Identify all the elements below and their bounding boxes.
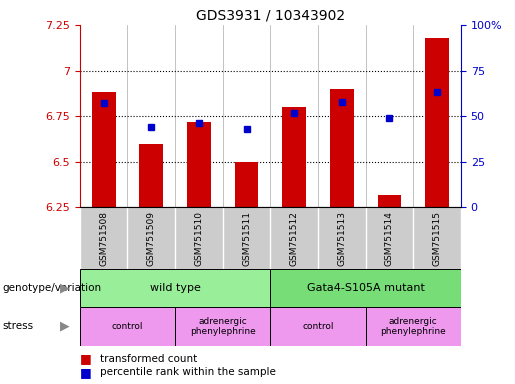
Bar	[187, 122, 211, 207]
Bar	[377, 195, 401, 207]
Text: control: control	[302, 322, 334, 331]
Text: genotype/variation: genotype/variation	[3, 283, 101, 293]
Bar	[235, 162, 259, 207]
Bar	[270, 307, 366, 346]
Bar	[366, 307, 461, 346]
Text: wild type: wild type	[150, 283, 200, 293]
Text: percentile rank within the sample: percentile rank within the sample	[100, 367, 277, 377]
Bar	[80, 307, 175, 346]
Text: GSM751515: GSM751515	[433, 210, 441, 266]
Text: GSM751512: GSM751512	[290, 211, 299, 265]
Text: GSM751510: GSM751510	[195, 210, 203, 266]
Text: ■: ■	[80, 366, 92, 379]
Bar	[270, 269, 461, 307]
Text: adrenergic
phenylephrine: adrenergic phenylephrine	[381, 317, 446, 336]
Bar	[330, 89, 354, 207]
Bar	[92, 93, 115, 207]
Text: GSM751509: GSM751509	[147, 210, 156, 266]
Bar	[175, 307, 270, 346]
Bar	[140, 144, 163, 207]
Text: Gata4-S105A mutant: Gata4-S105A mutant	[307, 283, 424, 293]
Text: ▶: ▶	[60, 320, 70, 333]
Text: ■: ■	[80, 353, 92, 366]
Text: stress: stress	[3, 321, 33, 331]
Bar	[80, 269, 270, 307]
Text: adrenergic
phenylephrine: adrenergic phenylephrine	[190, 317, 255, 336]
Text: transformed count: transformed count	[100, 354, 198, 364]
Bar	[282, 107, 306, 207]
Title: GDS3931 / 10343902: GDS3931 / 10343902	[196, 8, 345, 22]
Text: GSM751508: GSM751508	[99, 210, 108, 266]
Bar	[425, 38, 449, 207]
Text: ▶: ▶	[60, 281, 70, 295]
Text: control: control	[112, 322, 143, 331]
Text: GSM751511: GSM751511	[242, 210, 251, 266]
Text: GSM751513: GSM751513	[337, 210, 346, 266]
Text: GSM751514: GSM751514	[385, 211, 394, 265]
